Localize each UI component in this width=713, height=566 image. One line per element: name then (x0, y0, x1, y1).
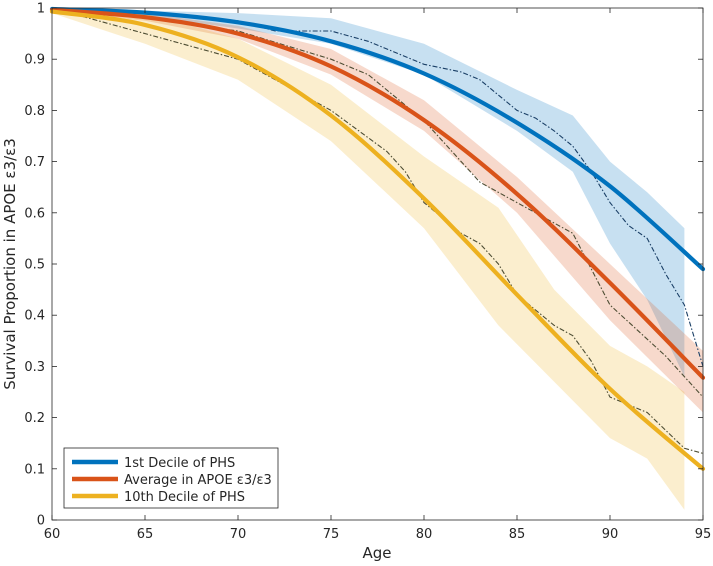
y-tick-label: 0.4 (24, 309, 45, 324)
x-tick-label: 85 (509, 527, 526, 542)
legend-label-1st-decile: 1st Decile of PHS (124, 456, 235, 471)
x-tick-label: 75 (323, 527, 340, 542)
legend-label-10th-decile: 10th Decile of PHS (124, 490, 245, 505)
y-tick-label: 0.5 (24, 258, 45, 273)
y-tick-label: 0.7 (24, 155, 45, 170)
x-tick-label: 90 (602, 527, 619, 542)
fitted-curves (49, 6, 706, 471)
x-tick-label: 65 (137, 527, 154, 542)
fitted-line-1st-decile (49, 6, 706, 272)
y-tick-label: 0.8 (24, 104, 45, 119)
x-tick-label: 60 (44, 527, 61, 542)
x-tick-label: 70 (230, 527, 247, 542)
y-tick-label: 0.2 (24, 411, 45, 426)
y-tick-label: 0.1 (24, 462, 45, 477)
legend: 1st Decile of PHS Average in APOE ε3/ε3 … (63, 447, 279, 509)
y-tick-label: 0 (37, 514, 45, 529)
y-tick-label: 1 (37, 2, 45, 17)
x-tick-label: 80 (416, 527, 433, 542)
legend-label-average: Average in APOE ε3/ε3 (124, 473, 272, 488)
fitted-line-10th-decile (49, 9, 706, 471)
y-tick-label: 0.6 (24, 206, 45, 221)
axes: 60 65 70 75 80 85 90 95 0 0.1 0.2 0.3 0.4 0.5 0.6 0.7 0.… (24, 2, 711, 543)
x-tick-label: 95 (695, 527, 712, 542)
y-tick-label: 0.3 (24, 360, 45, 375)
y-axis-label: Survival Proportion in APOE ε3/ε3 (1, 138, 19, 390)
fitted-line-average (49, 7, 706, 380)
band-1st-decile (52, 8, 685, 377)
plot-area (52, 8, 703, 520)
x-axis-label: Age (362, 544, 391, 562)
y-tick-label: 0.9 (24, 53, 45, 68)
